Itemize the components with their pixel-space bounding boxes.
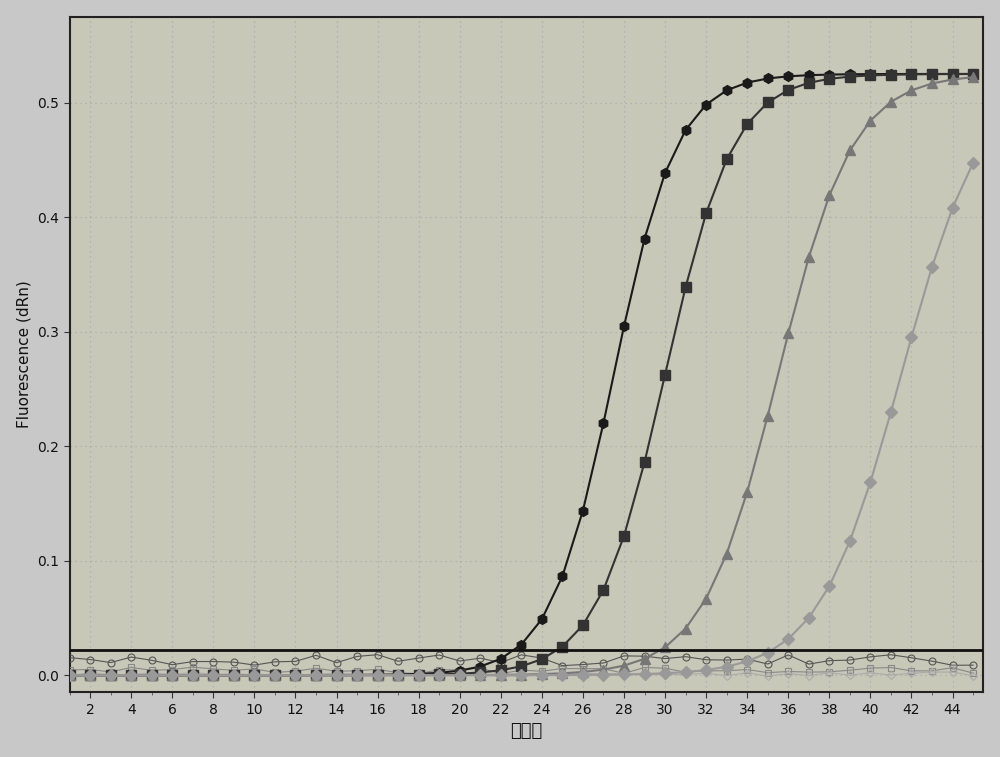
X-axis label: 循环数: 循环数	[510, 722, 543, 740]
Y-axis label: Fluorescence (dRn): Fluorescence (dRn)	[17, 281, 32, 428]
